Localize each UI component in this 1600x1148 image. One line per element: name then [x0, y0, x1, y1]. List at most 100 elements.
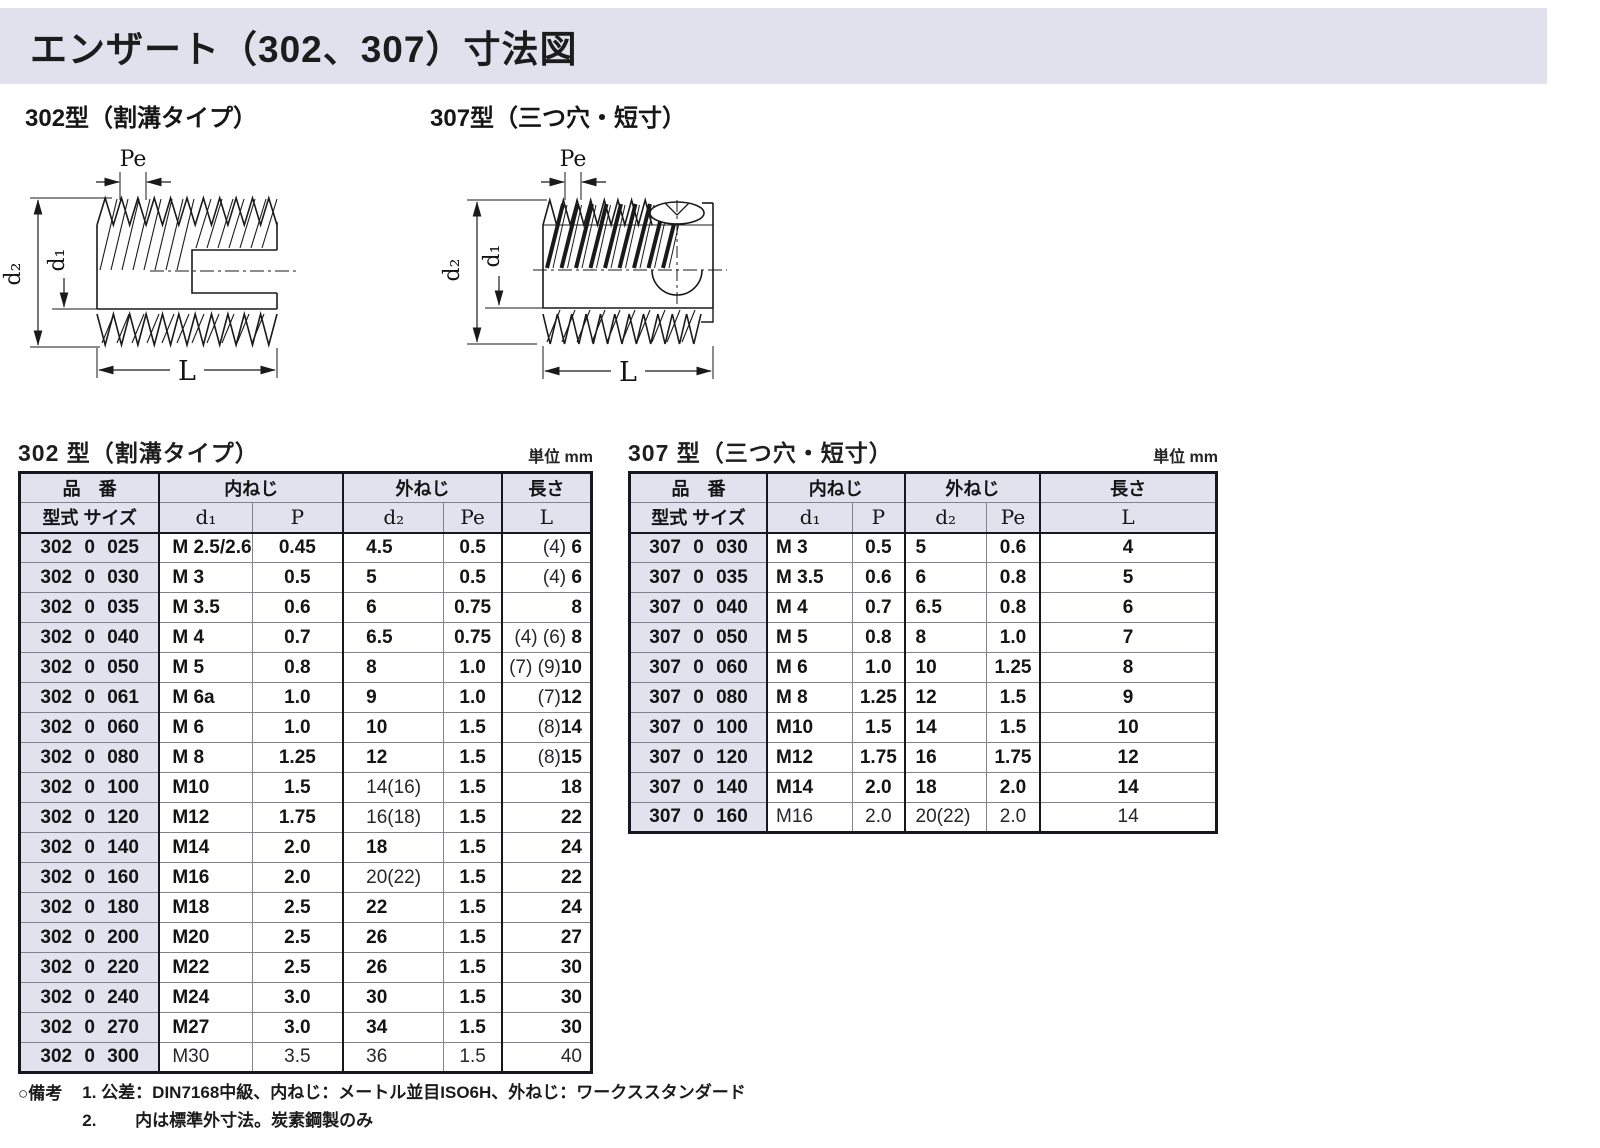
cell-l: 22 — [500, 802, 592, 833]
table-row: 302 0 035 M 3.5 0.6 6 0.75 8 — [19, 592, 592, 623]
table-307-section: 307 型（三つ穴・短寸） 単位 mm 品 番 内ねじ 外ねじ 長さ 型式 サイ… — [628, 434, 1218, 834]
cell-l: 30 — [500, 1012, 592, 1043]
cell-d1: M16 — [158, 862, 253, 893]
cell-p: 0.5 — [852, 532, 906, 563]
cell-l: 30 — [500, 952, 592, 983]
table-row: 307 0 120 M12 1.75 16 1.75 12 — [629, 742, 1218, 773]
cell-d2: 5 — [903, 532, 987, 563]
cell-pe: 1.5 — [443, 892, 503, 923]
cell-l: 6 — [1039, 592, 1218, 623]
cell-d1: M16 — [766, 802, 854, 833]
cell-d2: 14(16) — [342, 772, 445, 803]
cell-p: 2.0 — [852, 802, 906, 833]
cell-l: (4) 6 — [500, 562, 592, 593]
dimension-table-t307: 品 番 内ねじ 外ねじ 長さ 型式 サイズ d₁ P d₂ Pe L 307 0… — [628, 471, 1218, 834]
cell-p: 0.5 — [251, 562, 344, 593]
cell-p: 1.5 — [251, 772, 344, 803]
cell-l: 7 — [1039, 622, 1218, 653]
column-header-d1: d₁ — [158, 502, 253, 534]
cell-pe: 1.0 — [443, 652, 503, 683]
cell-d2: 18 — [903, 772, 987, 803]
cell-pe: 1.5 — [443, 922, 503, 953]
cell-pe: 1.5 — [443, 1012, 503, 1043]
cell-d2: 34 — [342, 1012, 445, 1043]
column-header-d2: d₂ — [342, 502, 445, 534]
table-row: 307 0 100 M10 1.5 14 1.5 10 — [629, 712, 1218, 743]
cell-d1: M12 — [766, 742, 854, 773]
page-title: エンザート（302、307）寸法図 — [30, 29, 578, 70]
cell-d1: M 8 — [766, 682, 854, 713]
cell-d1: M20 — [158, 922, 253, 953]
cell-p: 0.8 — [251, 652, 344, 683]
table-row: 307 0 030 M 3 0.5 5 0.6 4 — [629, 532, 1218, 563]
table-row: 302 0 240 M24 3.0 30 1.5 30 — [19, 982, 592, 1013]
cell-l: 9 — [1039, 682, 1218, 713]
cell-d2: 5 — [342, 562, 445, 593]
cell-l: 14 — [1039, 802, 1218, 833]
cell-l: 5 — [1039, 562, 1218, 593]
cell-pe: 0.75 — [443, 622, 503, 653]
header-row-symbols: 型式 サイズ d₁ P d₂ Pe L — [19, 502, 592, 534]
table-row: 302 0 061 M 6a 1.0 9 1.0 (7)12 — [19, 682, 592, 713]
cell-part-no: 302 0 140 — [19, 832, 160, 863]
dim-d2-label-307: d₂ — [440, 259, 465, 282]
table-row: 302 0 030 M 3 0.5 5 0.5 (4) 6 — [19, 562, 592, 593]
cell-pe: 1.5 — [985, 682, 1041, 713]
cell-d2: 22 — [342, 892, 445, 923]
header-row-groups: 品 番 内ねじ 外ねじ 長さ — [19, 472, 592, 503]
cell-l: 4 — [1039, 532, 1218, 563]
cell-pe: 1.25 — [985, 652, 1041, 683]
cell-p: 0.45 — [251, 532, 344, 563]
table-row: 302 0 160 M16 2.0 20(22) 1.5 22 — [19, 862, 592, 893]
cell-d1: M27 — [158, 1012, 253, 1043]
cell-part-no: 302 0 220 — [19, 952, 160, 983]
cell-l: 12 — [1039, 742, 1218, 773]
cell-pe: 1.0 — [443, 682, 503, 713]
table-302-header: 302 型（割溝タイプ） 単位 mm — [18, 434, 593, 468]
cell-p: 0.8 — [852, 622, 906, 653]
header-row-groups: 品 番 内ねじ 外ねじ 長さ — [629, 472, 1218, 503]
cell-p: 0.7 — [251, 622, 344, 653]
column-header-p: P — [251, 502, 344, 534]
table-row: 302 0 050 M 5 0.8 8 1.0 (7) (9)10 — [19, 652, 592, 683]
cell-part-no: 302 0 061 — [19, 682, 160, 713]
cell-d2: 8 — [903, 622, 987, 653]
cell-p: 2.0 — [852, 772, 906, 803]
cell-d1: M18 — [158, 892, 253, 923]
cell-d1: M 6a — [158, 682, 253, 713]
cell-d2: 10 — [903, 652, 987, 683]
cell-d1: M 4 — [158, 622, 253, 653]
table-302-host: 品 番 内ねじ 外ねじ 長さ 型式 サイズ d₁ P d₂ Pe L 302 0… — [18, 471, 593, 1074]
cell-part-no: 302 0 240 — [19, 982, 160, 1013]
cell-pe: 1.75 — [985, 742, 1041, 773]
cell-part-no: 302 0 120 — [19, 802, 160, 833]
cell-part-no: 302 0 025 — [19, 532, 160, 563]
cell-d2: 14 — [903, 712, 987, 743]
cell-d1: M14 — [158, 832, 253, 863]
column-header-outer-thread: 外ねじ — [342, 472, 503, 503]
cell-part-no: 302 0 060 — [19, 712, 160, 743]
cell-d1: M10 — [766, 712, 854, 743]
header-row-symbols: 型式 サイズ d₁ P d₂ Pe L — [629, 502, 1218, 534]
cell-part-no: 307 0 120 — [629, 742, 768, 773]
column-header-l: L — [1039, 502, 1218, 534]
cell-l: (8)15 — [500, 742, 592, 773]
cell-d1: M 3.5 — [158, 592, 253, 623]
cell-part-no: 302 0 200 — [19, 922, 160, 953]
cell-pe: 0.5 — [443, 562, 503, 593]
dim-length-label-307: L — [619, 357, 637, 388]
dim-d1-label-302: d₁ — [45, 249, 70, 272]
cell-d1: M 6 — [158, 712, 253, 743]
cell-pe: 1.5 — [443, 982, 503, 1013]
cell-d1: M 8 — [158, 742, 253, 773]
cell-p: 1.25 — [251, 742, 344, 773]
cell-l: 22 — [500, 862, 592, 893]
table-row: 302 0 300 M30 3.5 36 1.5 40 — [19, 1042, 592, 1073]
dim-d2-label-302: d₂ — [1, 263, 26, 286]
cell-part-no: 302 0 100 — [19, 772, 160, 803]
cell-d2: 10 — [342, 712, 445, 743]
cell-d2: 26 — [342, 922, 445, 953]
cell-part-no: 302 0 050 — [19, 652, 160, 683]
cell-part-no: 302 0 180 — [19, 892, 160, 923]
